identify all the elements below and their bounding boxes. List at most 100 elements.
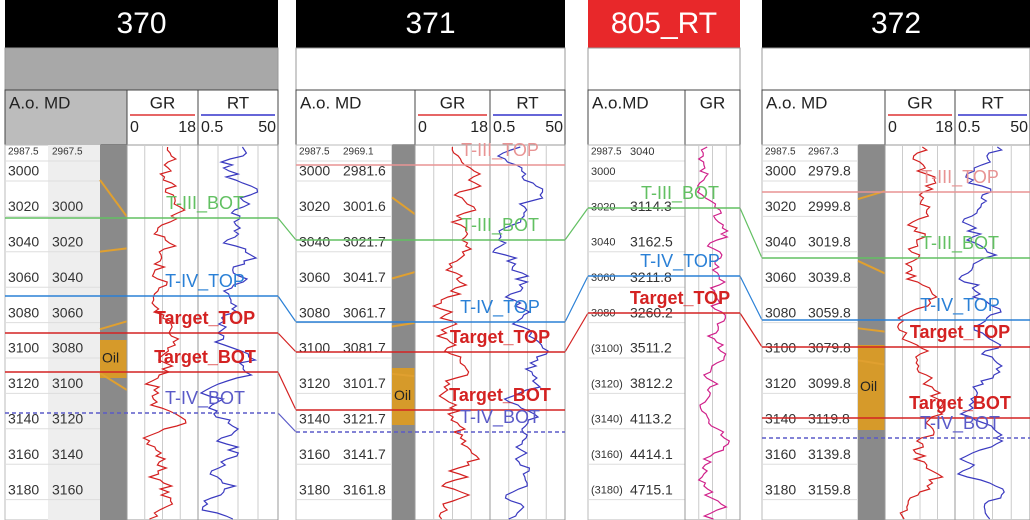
depth-label: 3019.8: [808, 234, 851, 250]
depth-label: 2979.8: [808, 163, 851, 179]
lithology-stripe: [99, 179, 128, 218]
depth-label: 2987.5: [299, 147, 330, 158]
depth-label: (3160): [591, 449, 623, 461]
depth-label: 3081.7: [343, 340, 386, 356]
lithology-stripe: [857, 260, 886, 275]
depth-label: 3000: [8, 163, 39, 179]
lithology-label: Oil: [102, 350, 119, 366]
depth-label: 3101.7: [343, 375, 386, 391]
gr-curve: [696, 146, 731, 520]
curve-name: GR: [150, 93, 176, 112]
depth-label: 3060: [765, 269, 796, 285]
depth-track: [761, 144, 859, 520]
lithology-label: Oil: [394, 387, 411, 403]
depth-label: 3141.7: [343, 446, 386, 462]
oil-zone: [858, 345, 885, 430]
marker-label: T-IV_TOP: [920, 295, 1000, 316]
depth-label: 3080: [8, 304, 39, 320]
marker-label: T-III_BOT: [921, 233, 999, 254]
depth-label: 2987.5: [8, 147, 39, 158]
depth-label: 3140: [52, 446, 83, 462]
marker-label: T-III_BOT: [166, 193, 244, 214]
depth-column-title: A.o. MD: [300, 93, 361, 112]
depth-label: 3160: [765, 446, 796, 462]
depth-label: 3120: [8, 375, 39, 391]
depth-track: [295, 144, 393, 520]
marker-connector: [564, 207, 589, 241]
depth-label: 3099.8: [808, 375, 851, 391]
marker-label: T-IV_BOT: [165, 388, 245, 409]
depth-label: 3100: [8, 340, 39, 356]
marker-label: T-III_BOT: [461, 215, 539, 236]
depth-label: 4414.1: [630, 446, 673, 462]
depth-column-title: A.o.MD: [592, 93, 649, 112]
depth-label: 3020: [52, 234, 83, 250]
well: 370 A.o. MD GR 0 18 RT0.5 50 2987.5 2967.5 3000 30…: [4, 0, 279, 520]
depth-label: 3060: [52, 304, 83, 320]
curve-scale-min: 0: [888, 119, 897, 136]
depth-column-title: A.o. MD: [9, 93, 70, 112]
depth-label: 3040: [765, 234, 796, 250]
curve-scale-min: 0: [418, 119, 427, 136]
marker-connector: [277, 217, 297, 241]
depth-label: 3000: [52, 198, 83, 214]
marker-connector: [739, 312, 763, 348]
well-name: 805_RT: [611, 7, 717, 40]
marker-connector: [277, 371, 297, 411]
lithology-stripe: [391, 321, 416, 328]
depth-label: 3080: [299, 304, 330, 320]
depth-label: 3000: [591, 166, 615, 178]
rt-curve: [492, 146, 549, 520]
curve-name: RT: [516, 93, 538, 112]
marker-label: Target_BOT: [154, 347, 256, 367]
curve-name: GR: [440, 93, 466, 112]
marker-label: T-III_TOP: [461, 140, 539, 161]
depth-label: 3040: [8, 234, 39, 250]
depth-label: (3100): [591, 343, 623, 355]
column-header: [295, 89, 566, 146]
lithology-stripe: [99, 372, 128, 391]
curve-scale-max: 50: [1010, 119, 1028, 136]
curve-name: GR: [700, 93, 726, 112]
lithology-label: Oil: [860, 378, 877, 394]
curve-scale-max: 18: [935, 119, 953, 136]
depth-label: 3114.3: [630, 198, 672, 214]
marker-label: T-III_BOT: [641, 183, 719, 204]
column-header-shade: [4, 89, 128, 146]
lithology-stripe: [391, 372, 416, 378]
depth-label: 3060: [591, 272, 615, 284]
curve-name: RT: [981, 93, 1003, 112]
lithology-stripe: [857, 359, 886, 366]
marker-connector: [277, 332, 297, 353]
curve-scale-max: 50: [258, 119, 276, 136]
curve-scale-min: 0.5: [201, 119, 223, 136]
depth-label: 3041.7: [343, 269, 386, 285]
depth-label: 3161.8: [343, 481, 386, 497]
lithology-stripe: [391, 196, 416, 216]
depth-label: 3180: [765, 481, 796, 497]
depth-label: 3039.8: [808, 269, 851, 285]
depth-label: 3140: [8, 411, 39, 427]
depth-label: 3020: [8, 198, 39, 214]
depth-label: 3100: [52, 375, 83, 391]
depth-label: 3139.8: [808, 446, 851, 462]
depth-label: 3040: [299, 234, 330, 250]
depth-label: 3160: [299, 446, 330, 462]
marker-label: Target_TOP: [910, 322, 1010, 342]
depth-label: 3060: [8, 269, 39, 285]
well: 371 A.o. MD GR 0 18 RT0.5 50 2987.5 2969.1 3000 29…: [295, 0, 566, 520]
depth-label: 2987.5: [591, 147, 622, 158]
gr-curve: [431, 146, 483, 520]
depth-label: 3100: [299, 340, 330, 356]
depth-label: 3162.5: [630, 234, 673, 250]
depth-label: 3040: [630, 146, 654, 158]
depth-label: 3080: [765, 304, 796, 320]
well: 372 A.o. MD GR 0 18 RT0.5 50 2987.5 2967.3 3000 29…: [761, 0, 1030, 520]
well-name: 371: [405, 7, 455, 40]
well-header: [762, 0, 1030, 48]
lithology-stripe: [391, 271, 416, 280]
depth-label: 3180: [8, 481, 39, 497]
header-band: [4, 47, 279, 91]
